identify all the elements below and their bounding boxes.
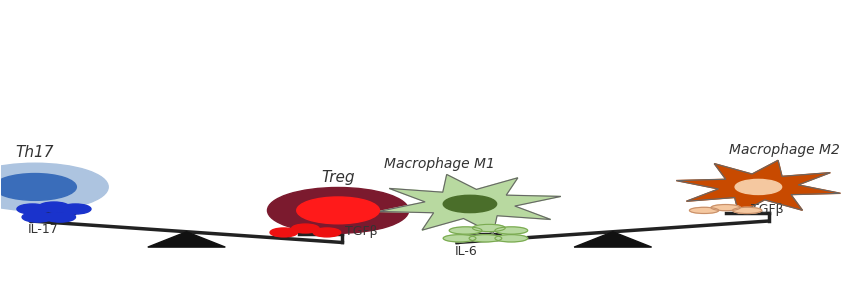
Text: Treg: Treg [321, 170, 355, 185]
Circle shape [0, 163, 108, 211]
Text: IL-6: IL-6 [454, 245, 477, 258]
Ellipse shape [270, 228, 297, 237]
Circle shape [443, 195, 497, 213]
Polygon shape [379, 175, 561, 233]
Polygon shape [148, 232, 226, 247]
Ellipse shape [443, 235, 476, 242]
Ellipse shape [711, 204, 740, 211]
Ellipse shape [44, 212, 75, 222]
Text: TGFβ: TGFβ [752, 203, 785, 216]
Ellipse shape [17, 204, 48, 214]
Ellipse shape [473, 224, 505, 232]
Text: Th17: Th17 [16, 146, 54, 160]
Text: TGFβ: TGFβ [345, 225, 378, 238]
Ellipse shape [449, 227, 482, 234]
Ellipse shape [313, 228, 340, 237]
Polygon shape [677, 160, 841, 213]
Circle shape [268, 188, 409, 233]
Ellipse shape [495, 235, 528, 242]
Ellipse shape [39, 202, 69, 212]
Text: IL-17: IL-17 [29, 223, 59, 236]
Ellipse shape [22, 212, 53, 222]
Ellipse shape [689, 207, 719, 213]
Ellipse shape [733, 207, 762, 213]
Circle shape [735, 179, 782, 195]
Ellipse shape [60, 204, 91, 214]
Text: Macrophage M2: Macrophage M2 [728, 143, 840, 157]
Circle shape [296, 197, 379, 224]
Ellipse shape [495, 227, 528, 234]
Ellipse shape [291, 224, 319, 233]
Ellipse shape [469, 235, 502, 242]
Circle shape [0, 173, 76, 200]
Text: Macrophage M1: Macrophage M1 [384, 157, 495, 171]
Polygon shape [574, 232, 651, 247]
